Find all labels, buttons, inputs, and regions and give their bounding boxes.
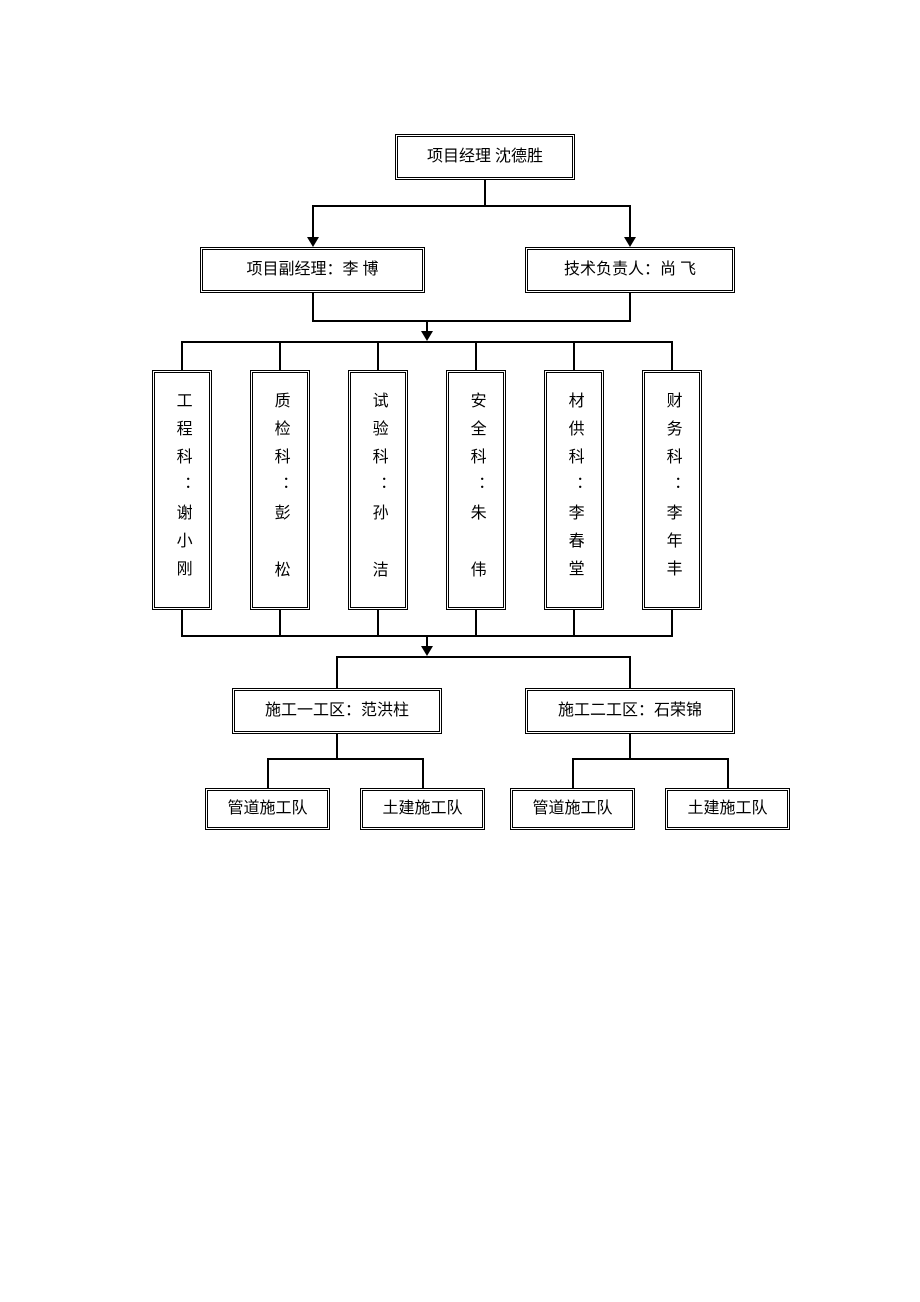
- node-team2: 土建施工队: [360, 788, 485, 830]
- node-dept4: 安全科：朱 伟: [446, 370, 506, 610]
- connector-line: [377, 341, 379, 370]
- node-team1: 管道施工队: [205, 788, 330, 830]
- connector-line: [279, 341, 281, 370]
- connector-line: [267, 758, 424, 760]
- node-zone1: 施工一工区：范洪柱: [232, 688, 442, 734]
- node-label: 项目副经理：李 博: [246, 259, 378, 281]
- node-label: 技术负责人：尚 飞: [564, 259, 696, 281]
- connector-line: [377, 610, 379, 635]
- node-dept5: 材供科：李春堂: [544, 370, 604, 610]
- connector-line: [336, 734, 338, 758]
- connector-line: [475, 610, 477, 635]
- connector-line: [629, 656, 631, 688]
- node-label: 土建施工队: [382, 798, 462, 820]
- arrow-icon: [307, 237, 319, 247]
- node-label: 工程科：谢小刚: [172, 392, 191, 588]
- connector-line: [312, 320, 631, 322]
- connector-line: [629, 734, 631, 758]
- connector-line: [181, 610, 183, 635]
- connector-line: [312, 293, 314, 320]
- node-label: 财务科：李年丰: [662, 392, 681, 588]
- node-zone2: 施工二工区：石荣锦: [525, 688, 735, 734]
- connector-line: [279, 610, 281, 635]
- node-label: 安全科：朱 伟: [466, 392, 485, 589]
- connector-line: [312, 205, 314, 237]
- node-dept2: 质检科：彭 松: [250, 370, 310, 610]
- node-label: 土建施工队: [687, 798, 767, 820]
- node-team4: 土建施工队: [665, 788, 790, 830]
- connector-line: [312, 205, 631, 207]
- connector-line: [336, 656, 631, 658]
- node-dept3: 试验科：孙 洁: [348, 370, 408, 610]
- node-tech: 技术负责人：尚 飞: [525, 247, 735, 293]
- node-label: 施工二工区：石荣锦: [558, 700, 702, 722]
- arrow-icon: [421, 646, 433, 656]
- connector-line: [572, 758, 729, 760]
- connector-line: [336, 656, 338, 688]
- connector-line: [671, 610, 673, 635]
- connector-line: [484, 180, 486, 205]
- connector-line: [671, 341, 673, 370]
- arrow-icon: [421, 331, 433, 341]
- connector-line: [629, 293, 631, 320]
- node-label: 材供科：李春堂: [564, 392, 583, 588]
- connector-line: [573, 610, 575, 635]
- node-label: 管道施工队: [532, 798, 612, 820]
- node-label: 质检科：彭 松: [270, 392, 289, 589]
- node-label: 试验科：孙 洁: [368, 392, 387, 589]
- node-dept1: 工程科：谢小刚: [152, 370, 212, 610]
- connector-line: [727, 758, 729, 788]
- node-team3: 管道施工队: [510, 788, 635, 830]
- node-dept6: 财务科：李年丰: [642, 370, 702, 610]
- connector-line: [572, 758, 574, 788]
- connector-line: [629, 205, 631, 237]
- node-label: 施工一工区：范洪柱: [265, 700, 409, 722]
- arrow-icon: [624, 237, 636, 247]
- connector-line: [422, 758, 424, 788]
- node-label: 管道施工队: [227, 798, 307, 820]
- node-label: 项目经理 沈德胜: [427, 146, 543, 168]
- connector-line: [181, 341, 183, 370]
- connector-line: [475, 341, 477, 370]
- node-deputy: 项目副经理：李 博: [200, 247, 425, 293]
- node-root: 项目经理 沈德胜: [395, 134, 575, 180]
- connector-line: [267, 758, 269, 788]
- connector-line: [181, 341, 673, 343]
- connector-line: [573, 341, 575, 370]
